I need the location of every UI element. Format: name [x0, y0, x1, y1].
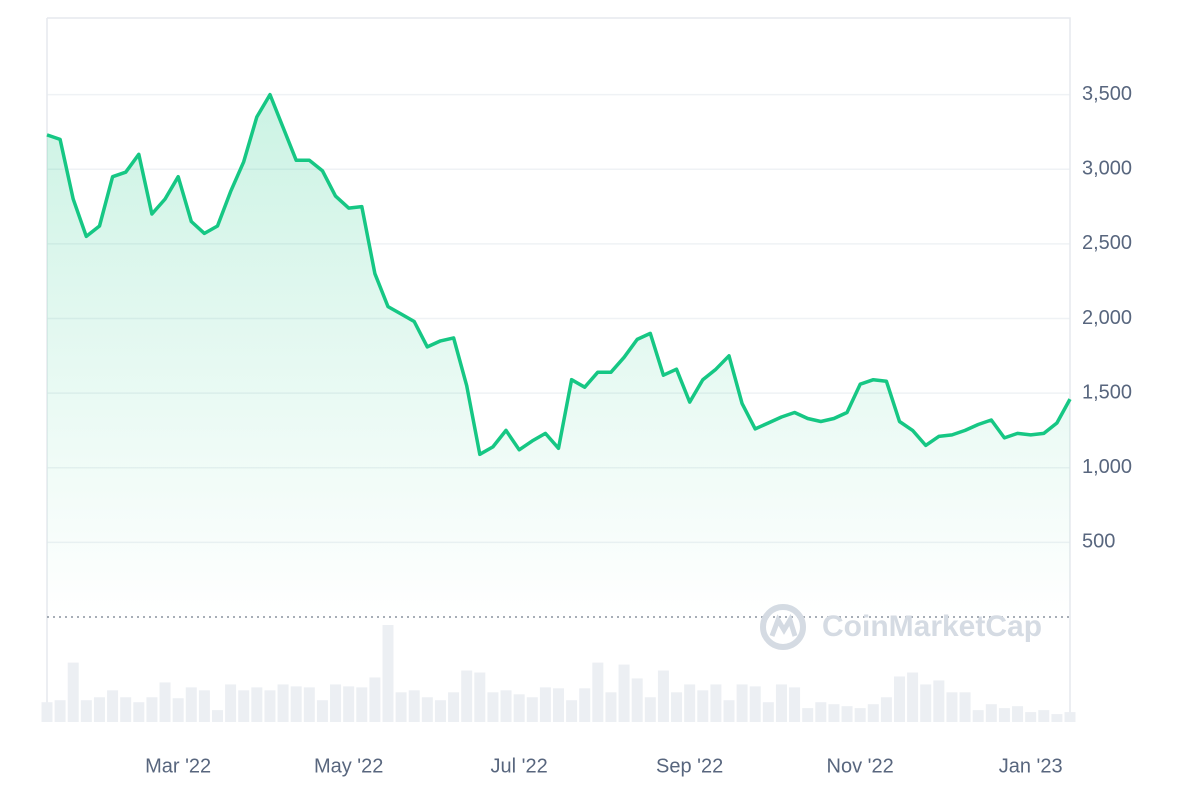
y-tick-label: 3,000 — [1082, 158, 1132, 180]
volume-bar — [710, 684, 722, 722]
y-tick-label: 1,000 — [1082, 456, 1132, 478]
y-tick-label: 1,500 — [1082, 381, 1132, 403]
volume-bar — [212, 710, 223, 722]
volume-bar — [907, 672, 919, 722]
volume-bar — [225, 684, 237, 722]
volume-bar — [618, 664, 630, 722]
volume-bar — [946, 692, 958, 722]
volume-bar — [972, 710, 984, 722]
volume-bar — [500, 690, 512, 722]
volume-bar — [474, 672, 486, 722]
volume-bar — [461, 670, 473, 722]
volume-bar — [539, 687, 551, 722]
volume-bar — [579, 688, 591, 722]
volume-bar — [671, 692, 683, 722]
y-tick-label: 2,000 — [1082, 307, 1132, 329]
volume-bar — [749, 686, 761, 722]
volume-bar — [553, 688, 564, 722]
volume-bar — [198, 690, 210, 722]
volume-bar — [434, 700, 446, 722]
volume-bar — [343, 686, 355, 722]
volume-bar — [985, 704, 997, 722]
volume-bar — [330, 684, 342, 722]
volume-bar — [264, 690, 276, 722]
volume-bar — [395, 692, 407, 722]
volume-bar — [146, 697, 158, 722]
volume-bar — [369, 677, 381, 722]
volume-bar — [513, 694, 525, 722]
volume-bar — [880, 697, 892, 722]
volume-bars — [41, 625, 1076, 722]
volume-bar — [566, 700, 578, 722]
volume-bar — [592, 662, 604, 722]
volume-bar — [644, 697, 656, 722]
area — [47, 94, 1070, 618]
x-tick-label: Nov '22 — [827, 755, 894, 777]
x-tick-label: Mar '22 — [145, 755, 211, 777]
volume-bar — [631, 678, 643, 722]
volume-bar — [54, 700, 66, 722]
volume-bar — [1051, 714, 1063, 722]
volume-bar — [251, 687, 263, 722]
volume-bar — [775, 684, 787, 722]
volume-bar — [120, 697, 132, 722]
volume-bar — [277, 684, 289, 722]
volume-bar — [815, 702, 827, 722]
x-tick-label: Jan '23 — [999, 755, 1063, 777]
volume-bar — [448, 692, 460, 722]
volume-bar — [1038, 710, 1050, 722]
volume-bar — [41, 702, 53, 722]
volume-bar — [723, 700, 735, 722]
volume-bar — [1012, 706, 1024, 722]
volume-bar — [316, 700, 328, 722]
volume-bar — [238, 690, 250, 722]
price-line — [46, 92, 1072, 457]
volume-bar — [894, 676, 905, 722]
volume-bar — [133, 702, 145, 722]
plot — [46, 92, 1072, 618]
volume-bar — [657, 670, 669, 722]
y-tick-label: 500 — [1082, 531, 1115, 553]
volume-bar — [697, 690, 709, 722]
volume-bar — [303, 687, 315, 722]
volume-bar — [684, 684, 696, 722]
volume-bar — [107, 690, 119, 722]
volume-bar — [867, 704, 879, 722]
y-tick-label: 2,500 — [1082, 232, 1132, 254]
volume-bar — [736, 684, 748, 722]
volume-bar — [290, 686, 302, 722]
volume-bar — [841, 706, 853, 722]
volume-bar — [408, 690, 420, 722]
volume-bar — [185, 687, 197, 722]
volume-bar — [1025, 712, 1037, 722]
volume-bar — [828, 704, 840, 722]
y-tick-label: 3,500 — [1082, 83, 1132, 105]
volume-bar — [382, 625, 394, 722]
volume-bar — [789, 687, 801, 722]
x-tick-label: Sep '22 — [656, 755, 723, 777]
volume-bar — [959, 692, 971, 722]
volume-bar — [933, 680, 945, 722]
volume-bar — [421, 697, 433, 722]
x-tick-label: Jul '22 — [491, 755, 548, 777]
volume-bar — [1064, 712, 1076, 722]
volume-bar — [159, 682, 171, 722]
volume-bar — [854, 708, 866, 722]
volume-bar — [920, 684, 932, 722]
volume-bar — [356, 687, 368, 722]
volume-bar — [762, 702, 774, 722]
volume-bar — [67, 662, 79, 722]
volume-bar — [526, 697, 538, 722]
volume-bar — [998, 708, 1010, 722]
volume-bar — [93, 697, 105, 722]
volume-bar — [172, 698, 184, 722]
x-tick-label: May '22 — [314, 755, 383, 777]
volume-bar — [605, 692, 617, 722]
volume-bar — [487, 692, 499, 722]
volume-bar — [80, 700, 92, 722]
volume-bar — [802, 708, 814, 722]
